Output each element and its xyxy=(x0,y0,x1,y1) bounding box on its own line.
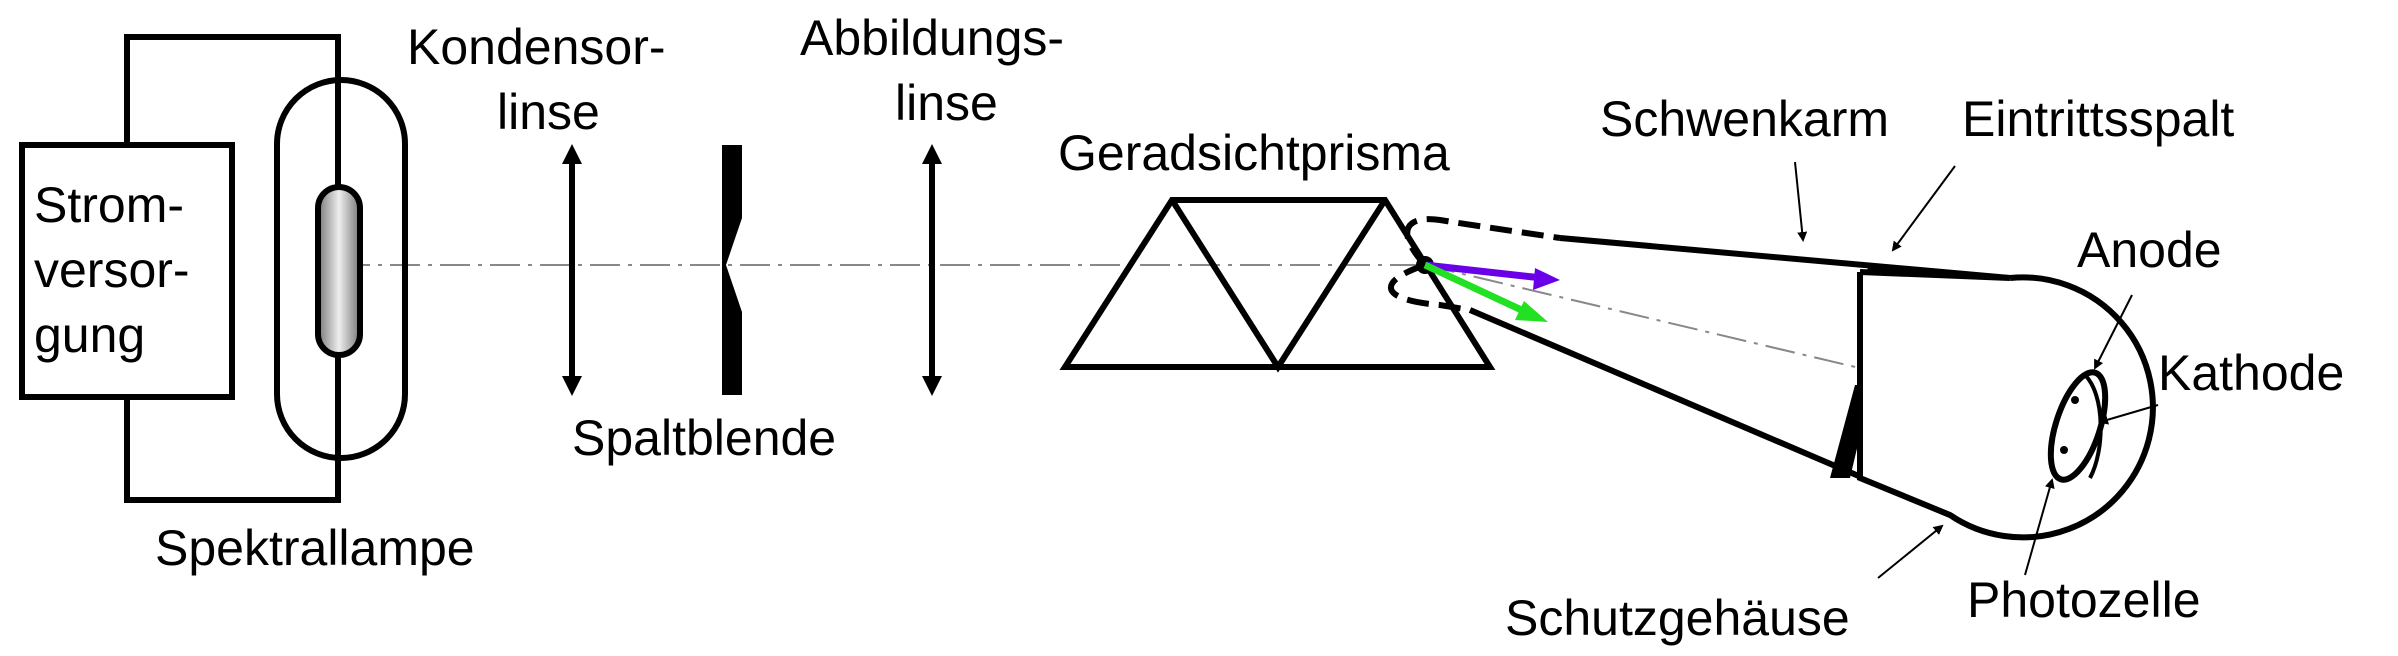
entrance-slit-pointer xyxy=(1891,165,1956,252)
violet-ray-arrowhead xyxy=(1533,268,1560,290)
swivel-arm-label: Schwenkarm xyxy=(1600,91,1889,147)
condenser-lens-bottom-arrow xyxy=(562,376,582,396)
green-ray xyxy=(1423,261,1530,317)
spectral-lamp-label: Spektrallampe xyxy=(155,520,475,576)
imaging-lens-label-line1: Abbildungs- xyxy=(800,10,1064,66)
entrance-slit-label: Eintrittsspalt xyxy=(1962,91,2234,147)
swivel-arm-pivot-curve xyxy=(1404,216,1561,268)
cathode-pointer xyxy=(2098,404,2159,425)
imaging-lens-bottom-arrow xyxy=(922,376,942,396)
photocell-label: Photozelle xyxy=(1967,572,2201,628)
protective-housing xyxy=(1857,272,2156,541)
protective-housing-pointer xyxy=(1877,524,1944,579)
photocell-dot xyxy=(2060,446,2068,454)
power-supply-label-line3: gung xyxy=(34,307,145,363)
protective-housing-label: Schutzgehäuse xyxy=(1505,590,1850,646)
power-supply-label-line2: versor- xyxy=(34,242,190,298)
violet-ray xyxy=(1424,261,1543,282)
slit-aperture xyxy=(722,145,742,395)
housing-upper-join xyxy=(1859,269,2011,281)
swivel-arm-upper-edge xyxy=(1559,235,2011,281)
condenser-lens-label-line1: Kondensor- xyxy=(407,19,666,75)
condenser-lens-label-line2: linse xyxy=(497,84,600,140)
cathode-label: Kathode xyxy=(2158,345,2344,401)
imaging-lens-label-line2: linse xyxy=(895,75,998,131)
spectral-lamp-tube xyxy=(315,184,363,358)
spectral-lamp-housing xyxy=(274,77,408,461)
power-supply-label-line1: Strom- xyxy=(34,177,184,233)
direct-vision-prism xyxy=(1059,197,1496,373)
swivel-arm-lower-curve xyxy=(1388,262,1471,313)
condenser-lens-top-arrow xyxy=(562,144,582,164)
imaging-lens-top-arrow xyxy=(922,144,942,164)
anode-dot xyxy=(2071,396,2079,404)
green-ray-arrowhead xyxy=(1515,301,1548,322)
photocell-pointer xyxy=(2024,478,2055,576)
anode-label: Anode xyxy=(2077,222,2222,278)
anode-pointer xyxy=(2094,294,2133,370)
swivel-arm-pointer xyxy=(1794,161,1808,242)
slit-aperture-label: Spaltblende xyxy=(572,410,836,466)
prism-label: Geradsichtprisma xyxy=(1058,125,1450,181)
